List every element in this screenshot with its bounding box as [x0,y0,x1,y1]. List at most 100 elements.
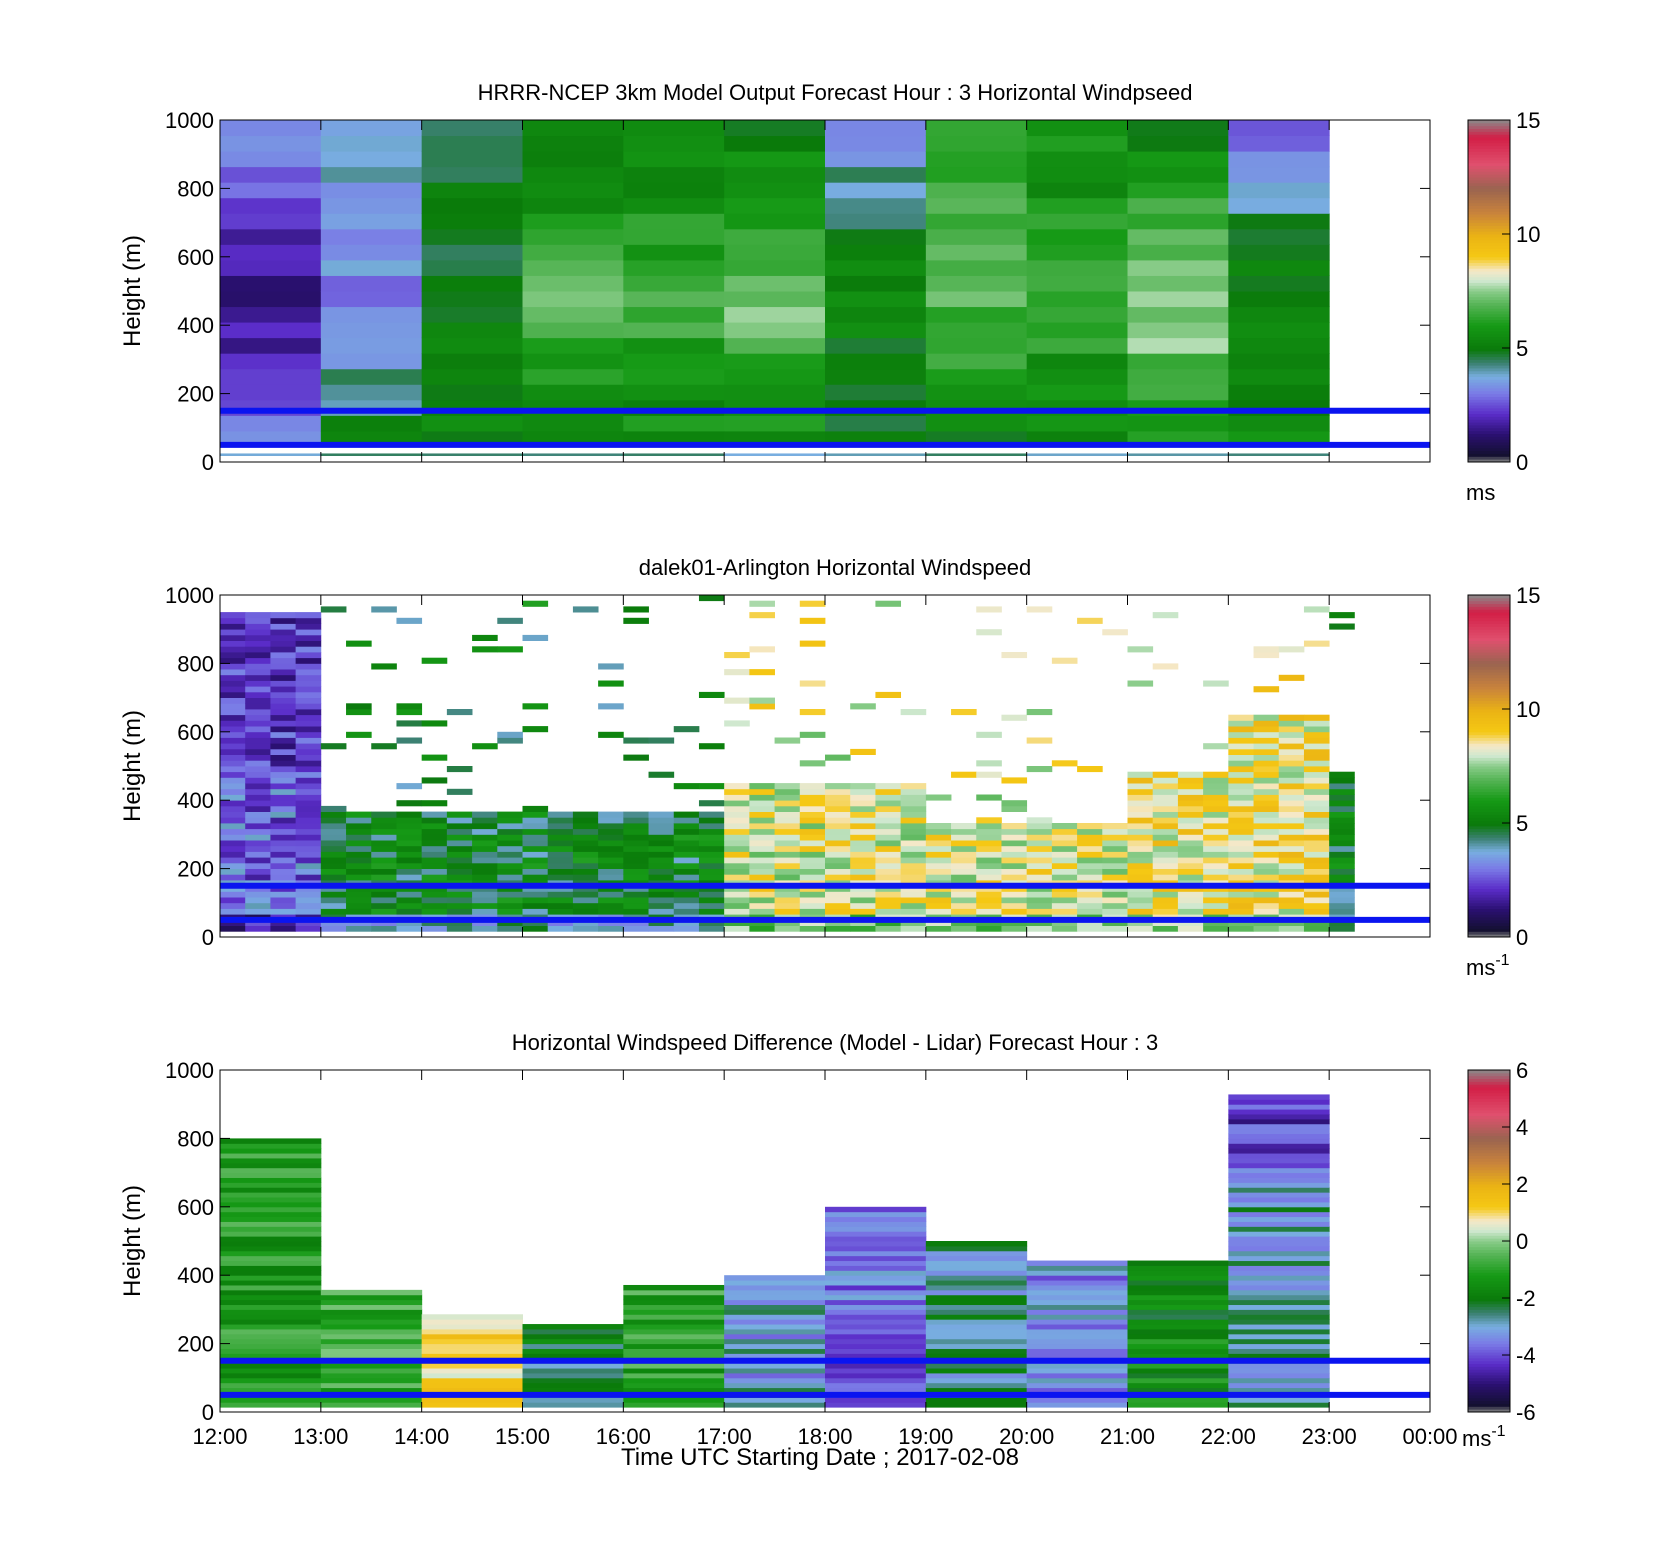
heatmap-cell [825,1265,927,1271]
colorbar-segment [1468,1383,1510,1387]
heatmap-cell [1228,384,1330,401]
heatmap-cell [749,908,775,915]
heatmap-cell [850,925,876,932]
colorbar-segment [1468,1366,1510,1370]
heatmap-cells [220,1094,1330,1408]
heatmap-cell [976,606,1002,613]
heatmap-cell [1026,1382,1128,1389]
heatmap-cell [1026,306,1128,323]
heatmap-cell [446,709,473,716]
colorbar-segment [1468,617,1510,622]
heatmap-cell [1001,908,1028,915]
heatmap-cell [951,874,977,881]
heatmap-cell [270,652,297,659]
heatmap-cell [1026,1275,1128,1281]
heatmap-cell [220,840,246,847]
heatmap-cell [371,874,397,881]
heatmap-cell [1127,353,1229,370]
colorbar-segment [1468,316,1510,320]
heatmap-cell [1253,823,1280,830]
heatmap-cell [245,771,271,778]
heatmap-cell [1228,885,1254,892]
heatmap-cell [220,720,246,727]
x-tick-label: 20:00 [999,1424,1054,1449]
y-tick-label: 0 [202,1400,214,1425]
heatmap-cell [1203,788,1229,795]
heatmap-cell [220,1387,322,1393]
heatmap-cell [245,766,271,773]
heatmap-cell [1228,811,1254,818]
heatmap-cell [875,874,902,881]
heatmap-cell [396,783,423,790]
colorbar-segment [1468,922,1510,927]
heatmap-cell [774,857,801,864]
heatmap-cell [547,885,574,892]
heatmap-cell [825,151,927,168]
heatmap-cell [673,840,700,847]
heatmap-cell [648,885,675,892]
heatmap-cell [623,840,649,847]
heatmap-cell [1303,840,1330,847]
heatmap-cell [1127,1402,1229,1408]
heatmap-cell [850,891,876,898]
heatmap-cell [698,811,725,818]
heatmap-cell [673,857,700,864]
heatmap-cell [623,275,725,292]
heatmap-cell [446,834,473,841]
colorbar-segment [1468,1374,1510,1379]
heatmap-cell [850,874,876,881]
heatmap-cell [220,1153,322,1159]
heatmap-cell [320,291,423,308]
heatmap-cell [850,788,876,795]
colorbar-unit: ms-1 [1466,952,1510,980]
heatmap-cell [371,663,397,670]
heatmap-cell [850,703,876,710]
heatmap-cell [1278,726,1305,733]
colorbar-segment [1468,1169,1510,1174]
heatmap-cell [522,1387,624,1393]
heatmap-cell [648,919,675,926]
heatmap-cell [220,691,246,698]
heatmap-cell [270,646,297,653]
heatmap-cell [245,811,271,818]
heatmap-cell [220,1304,322,1310]
heatmap-cell [1228,1304,1330,1310]
heatmap-cell [825,1206,927,1213]
heatmap-cell [346,817,372,824]
heatmap-cell [1303,902,1330,909]
heatmap-cell [1228,1109,1330,1115]
heatmap-cell [320,891,347,898]
heatmap-cell [270,857,297,864]
y-axis-label: Height (m) [119,1185,146,1297]
heatmap-cell [295,646,322,653]
colorbar-segment [1468,740,1510,744]
heatmap-cell [497,617,523,624]
colorbar-segment [1468,600,1510,605]
heatmap-cell [749,800,775,807]
heatmap-cell [825,1260,927,1266]
heatmap-cell [1077,840,1103,847]
heatmap-cell [1278,646,1305,653]
heatmap-cell [220,228,322,245]
heatmap-cell [295,720,322,727]
heatmap-cell [850,840,876,847]
colorbar-segment [1468,196,1510,201]
heatmap-cell [1127,291,1229,308]
heatmap-cell [1253,925,1280,932]
heatmap-cell [522,120,624,137]
heatmap-cell [1026,322,1128,339]
colorbar-segment [1468,236,1510,241]
heatmap-cell [1278,794,1305,801]
heatmap-cell [220,737,246,744]
heatmap-cell [1278,902,1305,909]
heatmap-cell [245,731,271,738]
heatmap-cell [1001,823,1028,830]
colorbar-segment [1468,1323,1510,1327]
heatmap-cell [1203,823,1229,830]
heatmap-cell [875,908,902,915]
heatmap-cell [1228,275,1330,292]
heatmap-cell [1253,834,1280,841]
heatmap-cell [648,823,675,830]
heatmap-cell [421,1402,523,1408]
heatmap-cell [472,811,498,818]
